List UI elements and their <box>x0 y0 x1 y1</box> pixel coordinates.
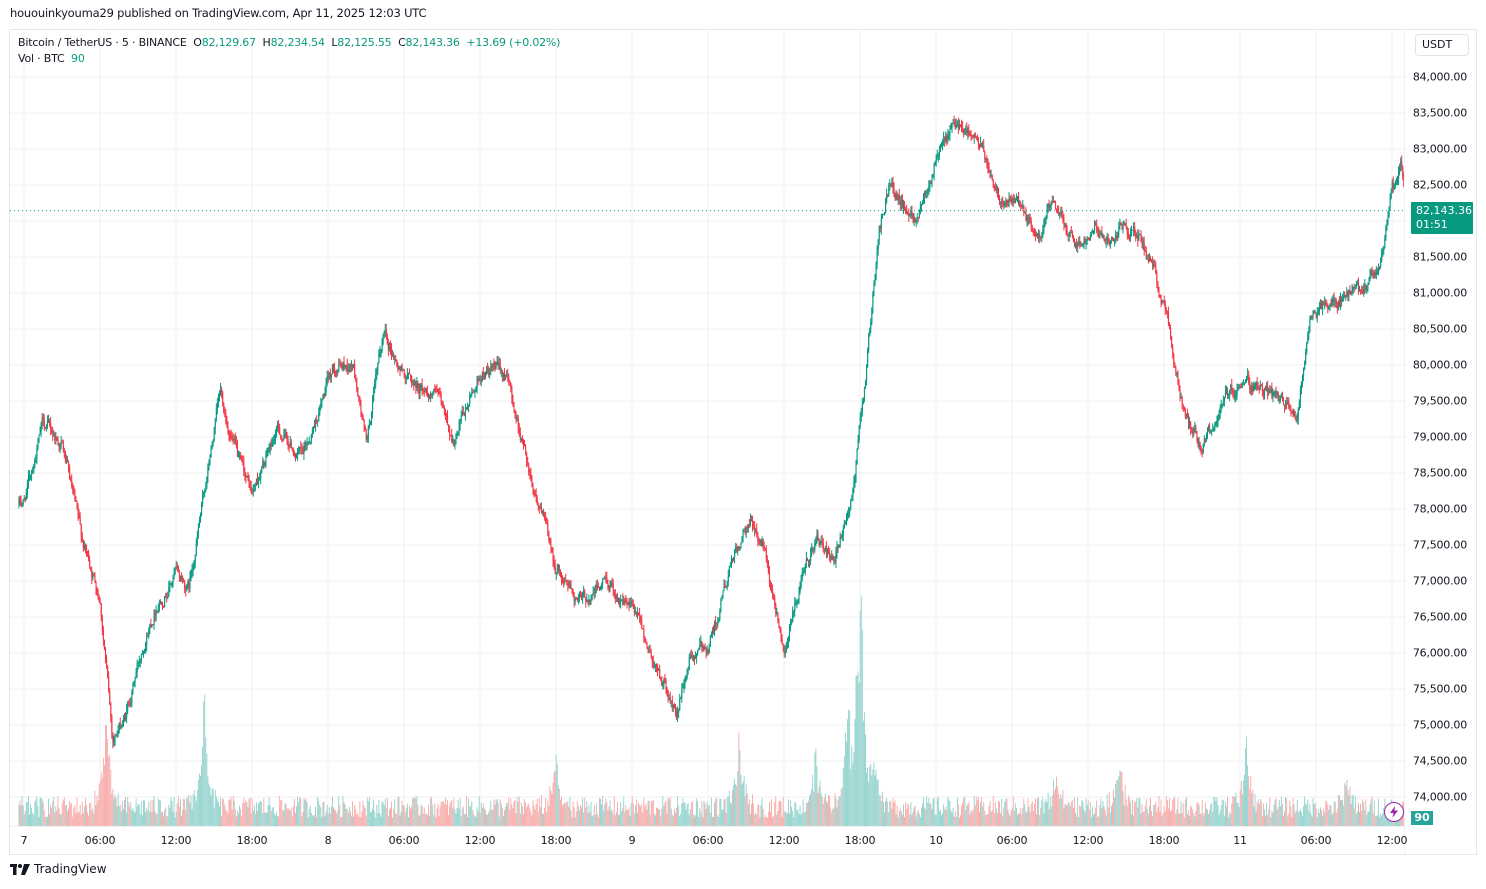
chart-frame: Bitcoin / TetherUS · 5 · BINANCE O82,129… <box>9 29 1477 855</box>
time-tick-label: 18:00 <box>540 834 572 847</box>
open-label: O <box>193 36 202 49</box>
price-tick-label: 75,500.00 <box>1412 682 1467 696</box>
open-value: 82,129.67 <box>201 36 256 49</box>
time-tick-label: 12:00 <box>160 834 192 847</box>
time-axis[interactable]: 7 06:00 12:00 18:00 8 06:00 12:00 18:00 9 06:00 12… <box>10 826 1408 855</box>
time-tick-label: 12:00 <box>464 834 496 847</box>
price-tick-label: 84,000.00 <box>1412 70 1467 84</box>
volume-bars <box>18 595 1404 826</box>
price-tick-label: 74,500.00 <box>1412 754 1467 768</box>
candles <box>18 115 1404 749</box>
time-tick-label: 06:00 <box>84 834 116 847</box>
price-tick-label: 81,000.00 <box>1412 286 1467 300</box>
chart-legend: Bitcoin / TetherUS · 5 · BINANCE O82,129… <box>18 35 560 67</box>
price-tick-label: 78,000.00 <box>1412 502 1467 516</box>
tradingview-logo-icon <box>10 863 30 875</box>
time-tick-label: 18:00 <box>844 834 876 847</box>
price-tick-label: 75,000.00 <box>1412 718 1467 732</box>
brand-name: TradingView <box>34 862 107 876</box>
time-tick-label: 12:00 <box>1376 834 1408 847</box>
time-tick-label: 10 <box>929 834 943 847</box>
candlestick-chart[interactable] <box>10 30 1404 826</box>
volume-label[interactable]: Vol · BTC <box>18 52 65 65</box>
volume-value: 90 <box>71 52 85 65</box>
price-tick-label: 76,000.00 <box>1412 646 1467 660</box>
symbol-name[interactable]: Bitcoin / TetherUS · 5 · BINANCE <box>18 36 187 49</box>
close-label: C <box>398 36 406 49</box>
time-tick-label: 18:00 <box>1148 834 1180 847</box>
price-tick-label: 80,500.00 <box>1412 322 1467 336</box>
time-tick-label: 11 <box>1233 834 1247 847</box>
price-tick-label: 77,500.00 <box>1412 538 1467 552</box>
legend-ohlc-row: Bitcoin / TetherUS · 5 · BINANCE O82,129… <box>18 35 560 51</box>
last-price-label: 82,143.36 01:51 <box>1411 202 1473 234</box>
tradingview-brand[interactable]: TradingView <box>10 862 107 876</box>
time-tick-label: 06:00 <box>692 834 724 847</box>
price-tick-label: 81,500.00 <box>1412 250 1467 264</box>
publish-line: hououinkyouma29 published on TradingView… <box>10 6 427 20</box>
price-tick-label: 83,000.00 <box>1412 142 1467 156</box>
high-label: H <box>262 36 271 49</box>
time-tick-label: 06:00 <box>996 834 1028 847</box>
currency-button[interactable]: USDT <box>1415 34 1469 56</box>
legend-volume-row: Vol · BTC 90 <box>18 51 560 67</box>
price-tick-label: 76,500.00 <box>1412 610 1467 624</box>
volume-badge: 90 <box>1411 811 1433 825</box>
chart-pane[interactable]: Bitcoin / TetherUS · 5 · BINANCE O82,129… <box>10 30 1404 826</box>
last-price-value: 82,143.36 <box>1416 204 1472 217</box>
time-tick-label: 12:00 <box>1072 834 1104 847</box>
price-tick-label: 78,500.00 <box>1412 466 1467 480</box>
grid <box>10 30 1404 826</box>
high-value: 82,234.54 <box>270 36 325 49</box>
time-tick-label: 06:00 <box>388 834 420 847</box>
bar-countdown: 01:51 <box>1416 218 1448 231</box>
time-tick-label: 18:00 <box>236 834 268 847</box>
price-tick-label: 82,500.00 <box>1412 178 1467 192</box>
price-tick-label: 83,500.00 <box>1412 106 1467 120</box>
price-axis[interactable]: USDT 82,143.36 01:51 90 74,000.00 74,500.… <box>1404 30 1477 854</box>
price-tick-label: 79,500.00 <box>1412 394 1467 408</box>
time-tick-label: 12:00 <box>768 834 800 847</box>
time-tick-label: 8 <box>324 834 332 847</box>
time-tick-label: 7 <box>20 834 28 847</box>
low-value: 82,125.55 <box>337 36 392 49</box>
price-tick-label: 79,000.00 <box>1412 430 1467 444</box>
time-tick-label: 9 <box>628 834 636 847</box>
change-value: +13.69 (+0.02%) <box>466 36 561 49</box>
close-value: 82,143.36 <box>405 36 460 49</box>
price-tick-label: 77,000.00 <box>1412 574 1467 588</box>
price-tick-label: 80,000.00 <box>1412 358 1467 372</box>
price-tick-label: 74,000.00 <box>1412 790 1467 804</box>
lightning-icon[interactable] <box>1384 802 1404 822</box>
time-tick-label: 06:00 <box>1300 834 1332 847</box>
low-label: L <box>331 36 338 49</box>
